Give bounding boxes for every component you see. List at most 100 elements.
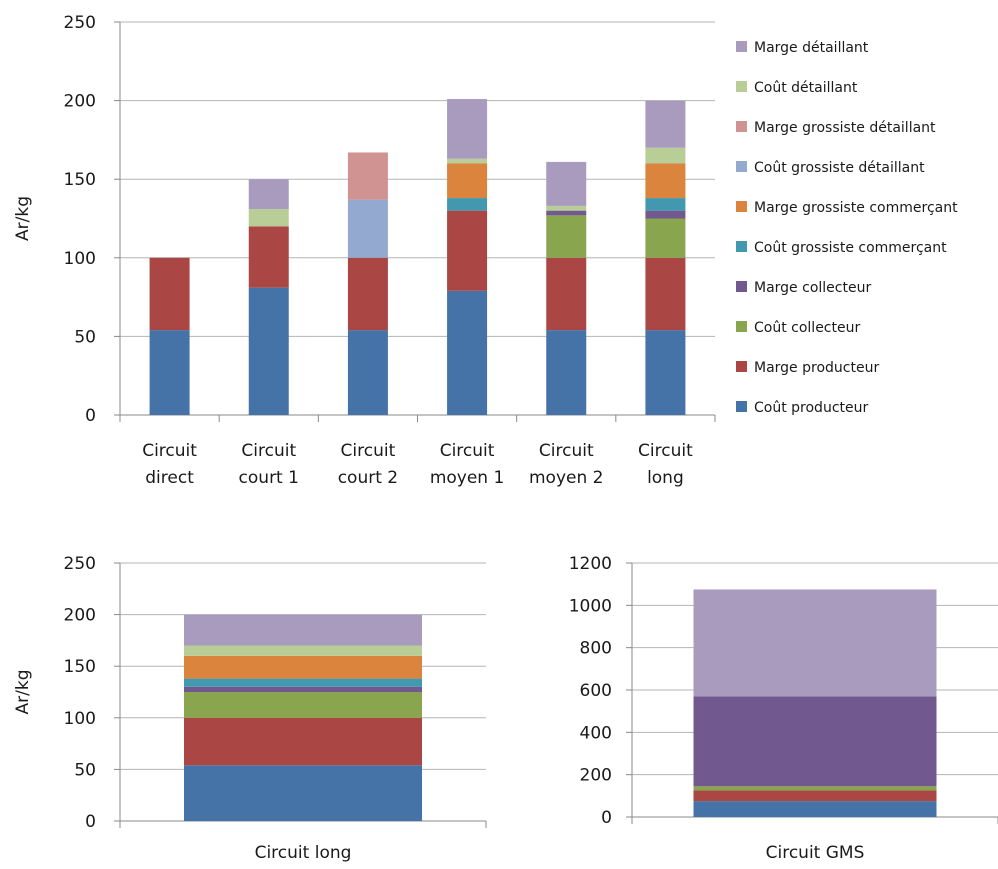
bar-segment-marge-grossiste-d-taillant [347,152,388,200]
bar-segment-marge-d-taillant [645,100,686,148]
bar-segment-co-t-collecteur [645,218,686,258]
bar-segment [184,765,422,821]
y-tick-label: 0 [85,812,96,832]
bar-segment-marge-producteur [248,226,289,288]
legend-swatch [736,361,747,372]
y-tick-label: 100 [64,249,96,269]
bar-segment-marge-producteur [546,257,587,331]
bar-segment-co-t-producteur [546,330,587,415]
y-tick-label: 0 [85,406,96,426]
bar-segment-marge-producteur [347,257,388,331]
legend-label: Coût grossiste détaillant [754,160,925,176]
bar-segment [693,589,937,697]
bar-segment-marge-grossiste-commer-ant [447,163,488,199]
y-tick-label: 150 [64,170,96,190]
bar-segment-marge-d-taillant [447,99,488,159]
bar-segment-marge-producteur [447,210,488,291]
x-category-label: Circuit [241,441,296,461]
y-tick-label: 150 [64,657,96,677]
bar-segment [184,655,422,679]
y-tick-label: 800 [580,639,612,659]
y-tick-label: 200 [580,766,612,786]
y-tick-label: 250 [64,13,96,33]
y-tick-label: 50 [74,760,96,780]
x-category-label: Circuit [638,441,693,461]
bar-segment-marge-producteur [645,257,686,331]
bar-segment-co-t-producteur [248,287,289,415]
bar-segment [184,692,422,718]
x-category-label: Circuit long [255,843,352,863]
bar-segment [693,696,937,787]
x-category-label: Circuit [341,441,396,461]
legend-swatch [736,81,747,92]
bar-segment-marge-d-taillant [248,179,289,210]
x-category-label: Circuit [440,441,495,461]
bar-segment-co-t-producteur [149,330,190,415]
bar-segment-co-t-d-taillant [546,205,587,211]
legend-label: Coût grossiste commerçant [754,240,947,256]
bar-segment [184,686,422,692]
legend-label: Marge grossiste commerçant [754,200,958,216]
bar-segment [184,717,422,766]
bar-segment-co-t-d-taillant [248,209,289,227]
bar-segment-co-t-collecteur [546,215,587,258]
y-tick-label: 50 [74,327,96,347]
bar-segment-marge-producteur [149,257,190,331]
bar-segment-co-t-producteur [347,330,388,415]
legend-swatch [736,241,747,252]
bar-segment-co-t-grossiste-commer-ant [447,198,488,211]
y-tick-label: 200 [64,606,96,626]
bar-segment-co-t-producteur [645,330,686,415]
legend-swatch [736,161,747,172]
legend-swatch [736,201,747,212]
y-tick-label: 600 [580,681,612,701]
legend-label: Coût détaillant [754,80,858,96]
bar-segment [184,678,422,687]
bar-segment-co-t-d-taillant [447,158,488,164]
main-stacked-bar-chart: 0 50 100 150 200 250 Ar/kg Circuit direct Circuit… [13,13,716,488]
legend-swatch [736,321,747,332]
x-category-label: Circuit [142,441,197,461]
x-category-label: direct [145,468,194,488]
y-tick-label: 250 [64,554,96,574]
y-tick-label: 100 [64,709,96,729]
bar-segment-marge-collecteur [546,210,587,216]
legend-label: Marge collecteur [754,280,871,296]
x-category-label: moyen 2 [529,468,603,488]
x-category-label: moyen 1 [430,468,504,488]
bar-segment-marge-collecteur [645,210,686,219]
circuit-long-stacked-bar-chart: 0 50 100 150 200 250 Ar/kg Circuit long [13,554,487,863]
bar-segment [184,614,422,646]
x-category-label: Circuit GMS [766,843,865,863]
legend-label: Coût producteur [754,400,868,416]
bar-segment-co-t-grossiste-d-taillant [347,199,388,258]
y-tick-label: 200 [64,92,96,112]
bar-segment-co-t-d-taillant [645,147,686,164]
y-axis-label: Ar/kg [13,670,33,715]
legend-swatch [736,121,747,132]
y-tick-label: 1000 [569,596,612,616]
bar-segment [184,645,422,656]
x-category-label: court 1 [239,468,299,488]
legend-swatch [736,401,747,412]
y-tick-label: 0 [601,808,612,828]
chart-legend: Marge détaillant Coût détaillant Marge gro… [736,40,958,416]
y-tick-label: 1200 [569,554,612,574]
legend-swatch [736,41,747,52]
bar-segment-co-t-grossiste-commer-ant [645,198,686,211]
x-category-label: court 2 [338,468,398,488]
y-axis-label: Ar/kg [13,196,33,241]
legend-label: Marge grossiste détaillant [754,120,936,136]
bar-segment-co-t-producteur [447,290,488,415]
bar-segment [693,786,937,791]
y-tick-label: 400 [580,723,612,743]
bar-segment-marge-grossiste-commer-ant [645,163,686,199]
legend-label: Marge producteur [754,360,879,376]
legend-label: Coût collecteur [754,320,860,336]
bar-segment [693,790,937,802]
x-category-label: long [647,468,684,488]
bar-segment [693,801,937,817]
bar-segment-marge-d-taillant [546,161,587,206]
legend-label: Marge détaillant [754,40,869,56]
